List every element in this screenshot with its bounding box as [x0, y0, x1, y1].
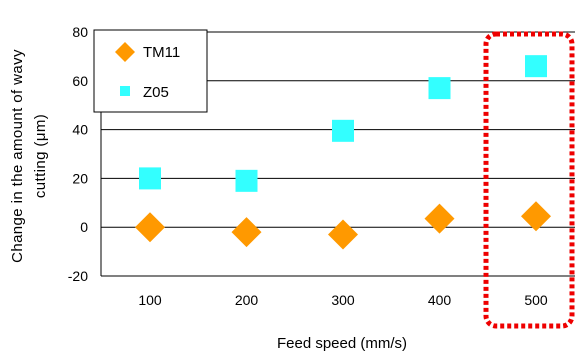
y-axis-title-line-1: Change in the amount of wavy — [9, 49, 26, 263]
data-point-tm11 — [424, 203, 455, 234]
y-axis-title: Change in the amount of wavy cutting (μm… — [9, 49, 49, 263]
legend-box — [93, 29, 208, 113]
y-tick-label: 80 — [72, 24, 88, 40]
y-tick-label: 20 — [72, 170, 88, 186]
data-point-tm11 — [135, 212, 165, 243]
y-tick-label: 0 — [80, 219, 88, 235]
data-point-z05 — [139, 167, 161, 190]
x-tick-labels: 100 200 300 400 500 — [138, 292, 548, 308]
data-point-tm11 — [328, 219, 358, 250]
y-tick-label: 40 — [72, 122, 88, 138]
data-point-tm11 — [521, 201, 551, 232]
x-tick-label: 100 — [138, 292, 162, 308]
data-markers — [135, 55, 551, 250]
data-point-z05 — [428, 77, 451, 100]
legend: TM11 Z05 — [93, 29, 208, 113]
legend-label-z05: Z05 — [143, 84, 169, 101]
legend-marker-tm11 — [115, 42, 135, 62]
data-point-tm11 — [231, 217, 262, 248]
data-point-z05 — [235, 169, 258, 192]
legend-label-tm11: TM11 — [143, 44, 180, 61]
x-tick-label: 200 — [235, 292, 259, 308]
x-tick-label: 300 — [331, 292, 355, 308]
data-point-z05 — [525, 55, 547, 78]
y-axis-title-line-2: cutting (μm) — [32, 114, 49, 198]
x-tick-label: 400 — [428, 292, 452, 308]
y-tick-labels: -20 0 20 40 60 80 — [68, 24, 88, 284]
data-point-z05 — [332, 119, 354, 142]
legend-marker-z05 — [120, 86, 130, 96]
y-tick-label: -20 — [68, 268, 88, 284]
y-tick-label: 60 — [72, 73, 88, 89]
x-tick-label: 500 — [524, 292, 548, 308]
highlight-box — [483, 31, 575, 329]
x-axis-title: Feed speed (mm/s) — [277, 335, 407, 352]
